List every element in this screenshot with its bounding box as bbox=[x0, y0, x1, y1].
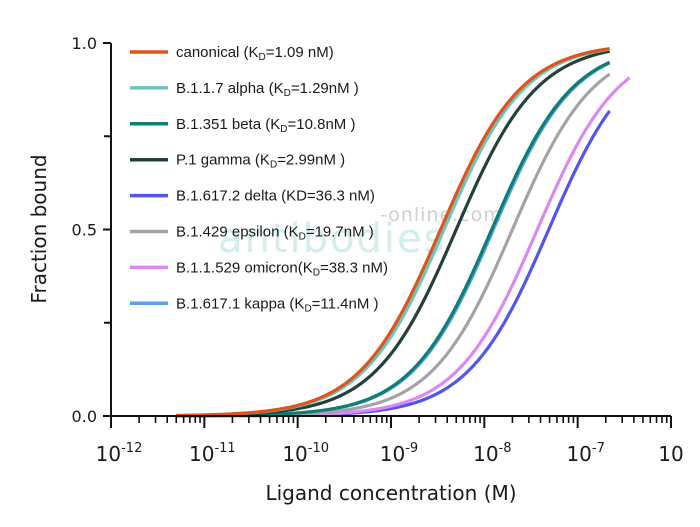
legend-item: B.1.617.1 kappa (KD=11.4nM ) bbox=[130, 295, 379, 314]
legend-item: B.1.429 epsilon (KD=19.7nM ) bbox=[130, 224, 374, 243]
legend-item: B.1.1.529 omicron(KD=38.3 nM) bbox=[130, 259, 388, 278]
legend-label: B.1.617.2 delta (KD=36.3 nM) bbox=[176, 188, 375, 205]
legend-label: B.1.429 epsilon (KD=19.7nM ) bbox=[176, 224, 374, 243]
legend-label: canonical (KD=1.09 nM) bbox=[176, 44, 334, 63]
legend-label: B.1.1.7 alpha (KD=1.29nM ) bbox=[176, 80, 359, 99]
legend-label: B.1.351 beta (KD=10.8nM ) bbox=[176, 116, 355, 135]
watermark-main: antibodies bbox=[218, 216, 446, 262]
y-axis-title: Fraction bound bbox=[27, 154, 51, 303]
x-tick-label: 10-11 bbox=[189, 441, 236, 466]
x-tick-label: 10-8 bbox=[473, 441, 511, 466]
legend-label: B.1.1.529 omicron(KD=38.3 nM) bbox=[176, 259, 388, 278]
legend-item: B.1.1.7 alpha (KD=1.29nM ) bbox=[130, 80, 359, 99]
x-axis-title: Ligand concentration (M) bbox=[265, 481, 516, 505]
axes: 0.0 0.5 1.0 10-12 10-11 10-10 10-9 10-8 10-7 10 bbox=[72, 34, 684, 466]
watermark-suffix: -online.com bbox=[380, 204, 503, 226]
y-tick-label: 0.0 bbox=[72, 407, 97, 426]
watermark: antibodies -online.com bbox=[218, 204, 503, 262]
legend-item: canonical (KD=1.09 nM) bbox=[130, 44, 334, 63]
legend-label: B.1.617.1 kappa (KD=11.4nM ) bbox=[176, 295, 379, 314]
legend-item: P.1 gamma (KD=2.99nM ) bbox=[130, 152, 345, 171]
x-tick-label: 10-12 bbox=[96, 441, 143, 466]
x-tick-label: 10-9 bbox=[380, 441, 418, 466]
curve-canonical bbox=[176, 47, 610, 418]
legend-item: B.1.617.2 delta (KD=36.3 nM) bbox=[130, 188, 375, 205]
y-tick-label: 1.0 bbox=[72, 34, 97, 53]
x-tick-label: 10-10 bbox=[282, 441, 329, 466]
x-tick-label: 10-7 bbox=[566, 441, 604, 466]
legend-item: B.1.351 beta (KD=10.8nM ) bbox=[130, 116, 355, 135]
x-tick-label: 10 bbox=[658, 442, 683, 466]
legend: canonical (KD=1.09 nM) B.1.1.7 alpha (KD=… bbox=[130, 44, 388, 314]
legend-label: P.1 gamma (KD=2.99nM ) bbox=[176, 152, 345, 171]
y-tick-label: 0.5 bbox=[72, 221, 97, 240]
